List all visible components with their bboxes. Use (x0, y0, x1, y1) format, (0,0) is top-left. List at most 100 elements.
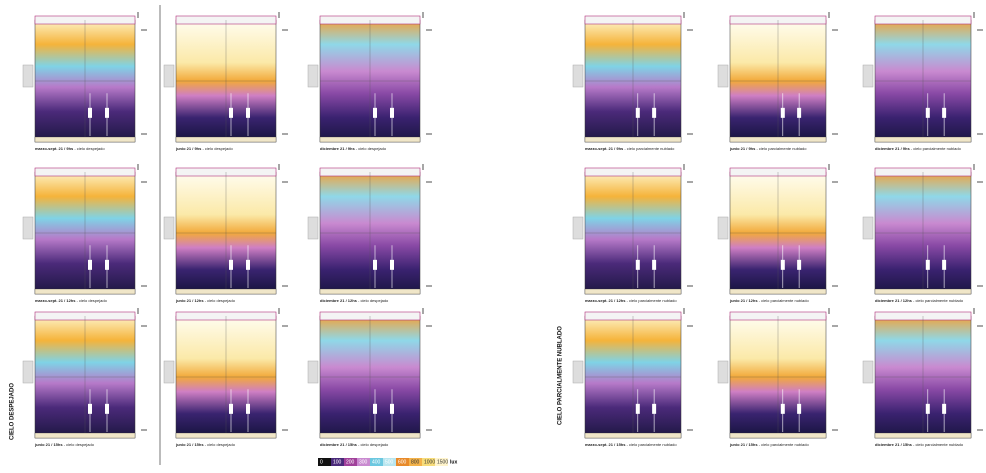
furniture (926, 404, 930, 414)
caption-date: diciembre 21 / 9hs (320, 146, 355, 151)
caption-date: diciembre 21 / 15hs (875, 442, 913, 447)
furniture (390, 108, 394, 118)
caption: junio 21 / 9hs - cielo despejado (175, 146, 233, 151)
side-window (718, 65, 728, 87)
furniture (781, 404, 785, 414)
caption-date: marzo-sept. 21 / 9hs (585, 146, 624, 151)
caption-sky: - cielo despejado (201, 146, 233, 151)
legend-unit: lux (450, 459, 457, 465)
side-window (308, 361, 318, 383)
caption-date: junio 21 / 12hs (729, 298, 758, 303)
side-window (573, 361, 583, 383)
furniture (636, 108, 640, 118)
furniture (246, 260, 250, 270)
caption-sky: - cielo parcialmente nublado (625, 298, 677, 303)
furniture (373, 260, 377, 270)
furniture (229, 404, 233, 414)
legend-label: 1000 (424, 459, 435, 465)
caption-date: diciembre 21 / 12hs (875, 298, 913, 303)
legend-label: 800 (411, 459, 420, 465)
side-window (23, 65, 33, 87)
legend-label: 200 (346, 459, 355, 465)
caption-date: diciembre 21 / 12hs (320, 298, 358, 303)
floor-strip (875, 289, 971, 294)
caption: diciembre 21 / 9hs - cielo parcialmente … (875, 146, 962, 151)
caption-sky: - cielo parcialmente nublado (758, 298, 810, 303)
floor-strip (320, 289, 420, 294)
caption: junio 21 / 12hs - cielo parcialmente nub… (729, 298, 809, 303)
floor-strip (35, 289, 135, 294)
floor-strip (176, 433, 276, 438)
floor-strip (585, 137, 681, 142)
heatmap-panel: diciembre 21 / 9hs - cielo despejado (308, 12, 432, 151)
caption-date: marzo-sept. 21 / 15hs (585, 442, 626, 447)
side-label: CIELO DESPEJADO (10, 383, 16, 440)
caption: marzo-sept. 21 / 9hs - cielo despejado (35, 146, 105, 151)
furniture (88, 108, 92, 118)
floor-strip (35, 137, 135, 142)
caption-date: junio 21 / 12hs (175, 298, 204, 303)
furniture (781, 108, 785, 118)
side-window (863, 217, 873, 239)
legend-label: 400 (372, 459, 381, 465)
furniture (926, 108, 930, 118)
floor-strip (320, 433, 420, 438)
caption-date: marzo-sept. 21 / 12hs (35, 298, 76, 303)
heatmap-panel: junio 21 / 9hs - cielo parcialmente nubl… (718, 12, 838, 151)
caption: marzo-sept. 21 / 9hs - cielo parcialment… (585, 146, 675, 151)
caption-date: junio 21 / 15hs (175, 442, 204, 447)
side-window (718, 217, 728, 239)
heatmap-panel: diciembre 21 / 15hs - cielo parcialmente… (863, 308, 983, 447)
floor-strip (176, 289, 276, 294)
caption-date: junio 21 / 15hs (34, 442, 63, 447)
side-window (164, 361, 174, 383)
caption-sky: - cielo despejado (357, 442, 389, 447)
furniture (652, 404, 656, 414)
heatmap-panel: marzo-sept. 21 / 12hs - cielo despejado (23, 164, 147, 303)
heatmap-panel: marzo-sept. 21 / 9hs - cielo despejado (23, 12, 147, 151)
document: CIELO DESPEJADO CIELO PARCIALMENTE NUBLA… (0, 0, 986, 473)
caption-date: diciembre 21 / 9hs (875, 146, 910, 151)
furniture (636, 260, 640, 270)
side-window (164, 217, 174, 239)
furniture (373, 404, 377, 414)
caption-sky: - cielo parcialmente nublado (623, 146, 675, 151)
side-window (23, 361, 33, 383)
furniture (942, 260, 946, 270)
furniture (229, 108, 233, 118)
caption: diciembre 21 / 9hs - cielo despejado (320, 146, 387, 151)
caption: junio 21 / 15hs - cielo despejado (34, 442, 95, 447)
caption-date: junio 21 / 9hs (175, 146, 202, 151)
caption: junio 21 / 15hs - cielo despejado (175, 442, 236, 447)
furniture (105, 260, 109, 270)
side-window (308, 217, 318, 239)
floor-strip (35, 433, 135, 438)
heatmap-panel: diciembre 21 / 15hs - cielo despejado (308, 308, 432, 447)
furniture (797, 260, 801, 270)
side-window (863, 361, 873, 383)
heatmap-panel: junio 21 / 15hs - cielo parcialmente nub… (718, 308, 838, 447)
side-window (23, 217, 33, 239)
caption-sky: - cielo despejado (204, 298, 236, 303)
caption-sky: - cielo despejado (73, 146, 105, 151)
furniture (105, 404, 109, 414)
furniture (390, 404, 394, 414)
furniture (797, 108, 801, 118)
heatmap-panel: marzo-sept. 21 / 9hs - cielo parcialment… (573, 12, 693, 151)
floor-strip (585, 289, 681, 294)
heatmap-panel: marzo-sept. 21 / 12hs - cielo parcialmen… (573, 164, 693, 303)
caption-sky: - cielo despejado (355, 146, 387, 151)
caption-date: marzo-sept. 21 / 12hs (585, 298, 626, 303)
floor-strip (176, 137, 276, 142)
floor-strip (730, 137, 826, 142)
caption-sky: - cielo parcialmente nublado (755, 146, 807, 151)
furniture (105, 108, 109, 118)
furniture (652, 108, 656, 118)
furniture (246, 404, 250, 414)
side-window (863, 65, 873, 87)
heatmap-panel: junio 21 / 9hs - cielo despejado (164, 12, 288, 151)
caption: marzo-sept. 21 / 15hs - cielo parcialmen… (585, 442, 677, 447)
legend-label: 100 (333, 459, 342, 465)
floor-strip (585, 433, 681, 438)
caption: diciembre 21 / 15hs - cielo despejado (320, 442, 389, 447)
